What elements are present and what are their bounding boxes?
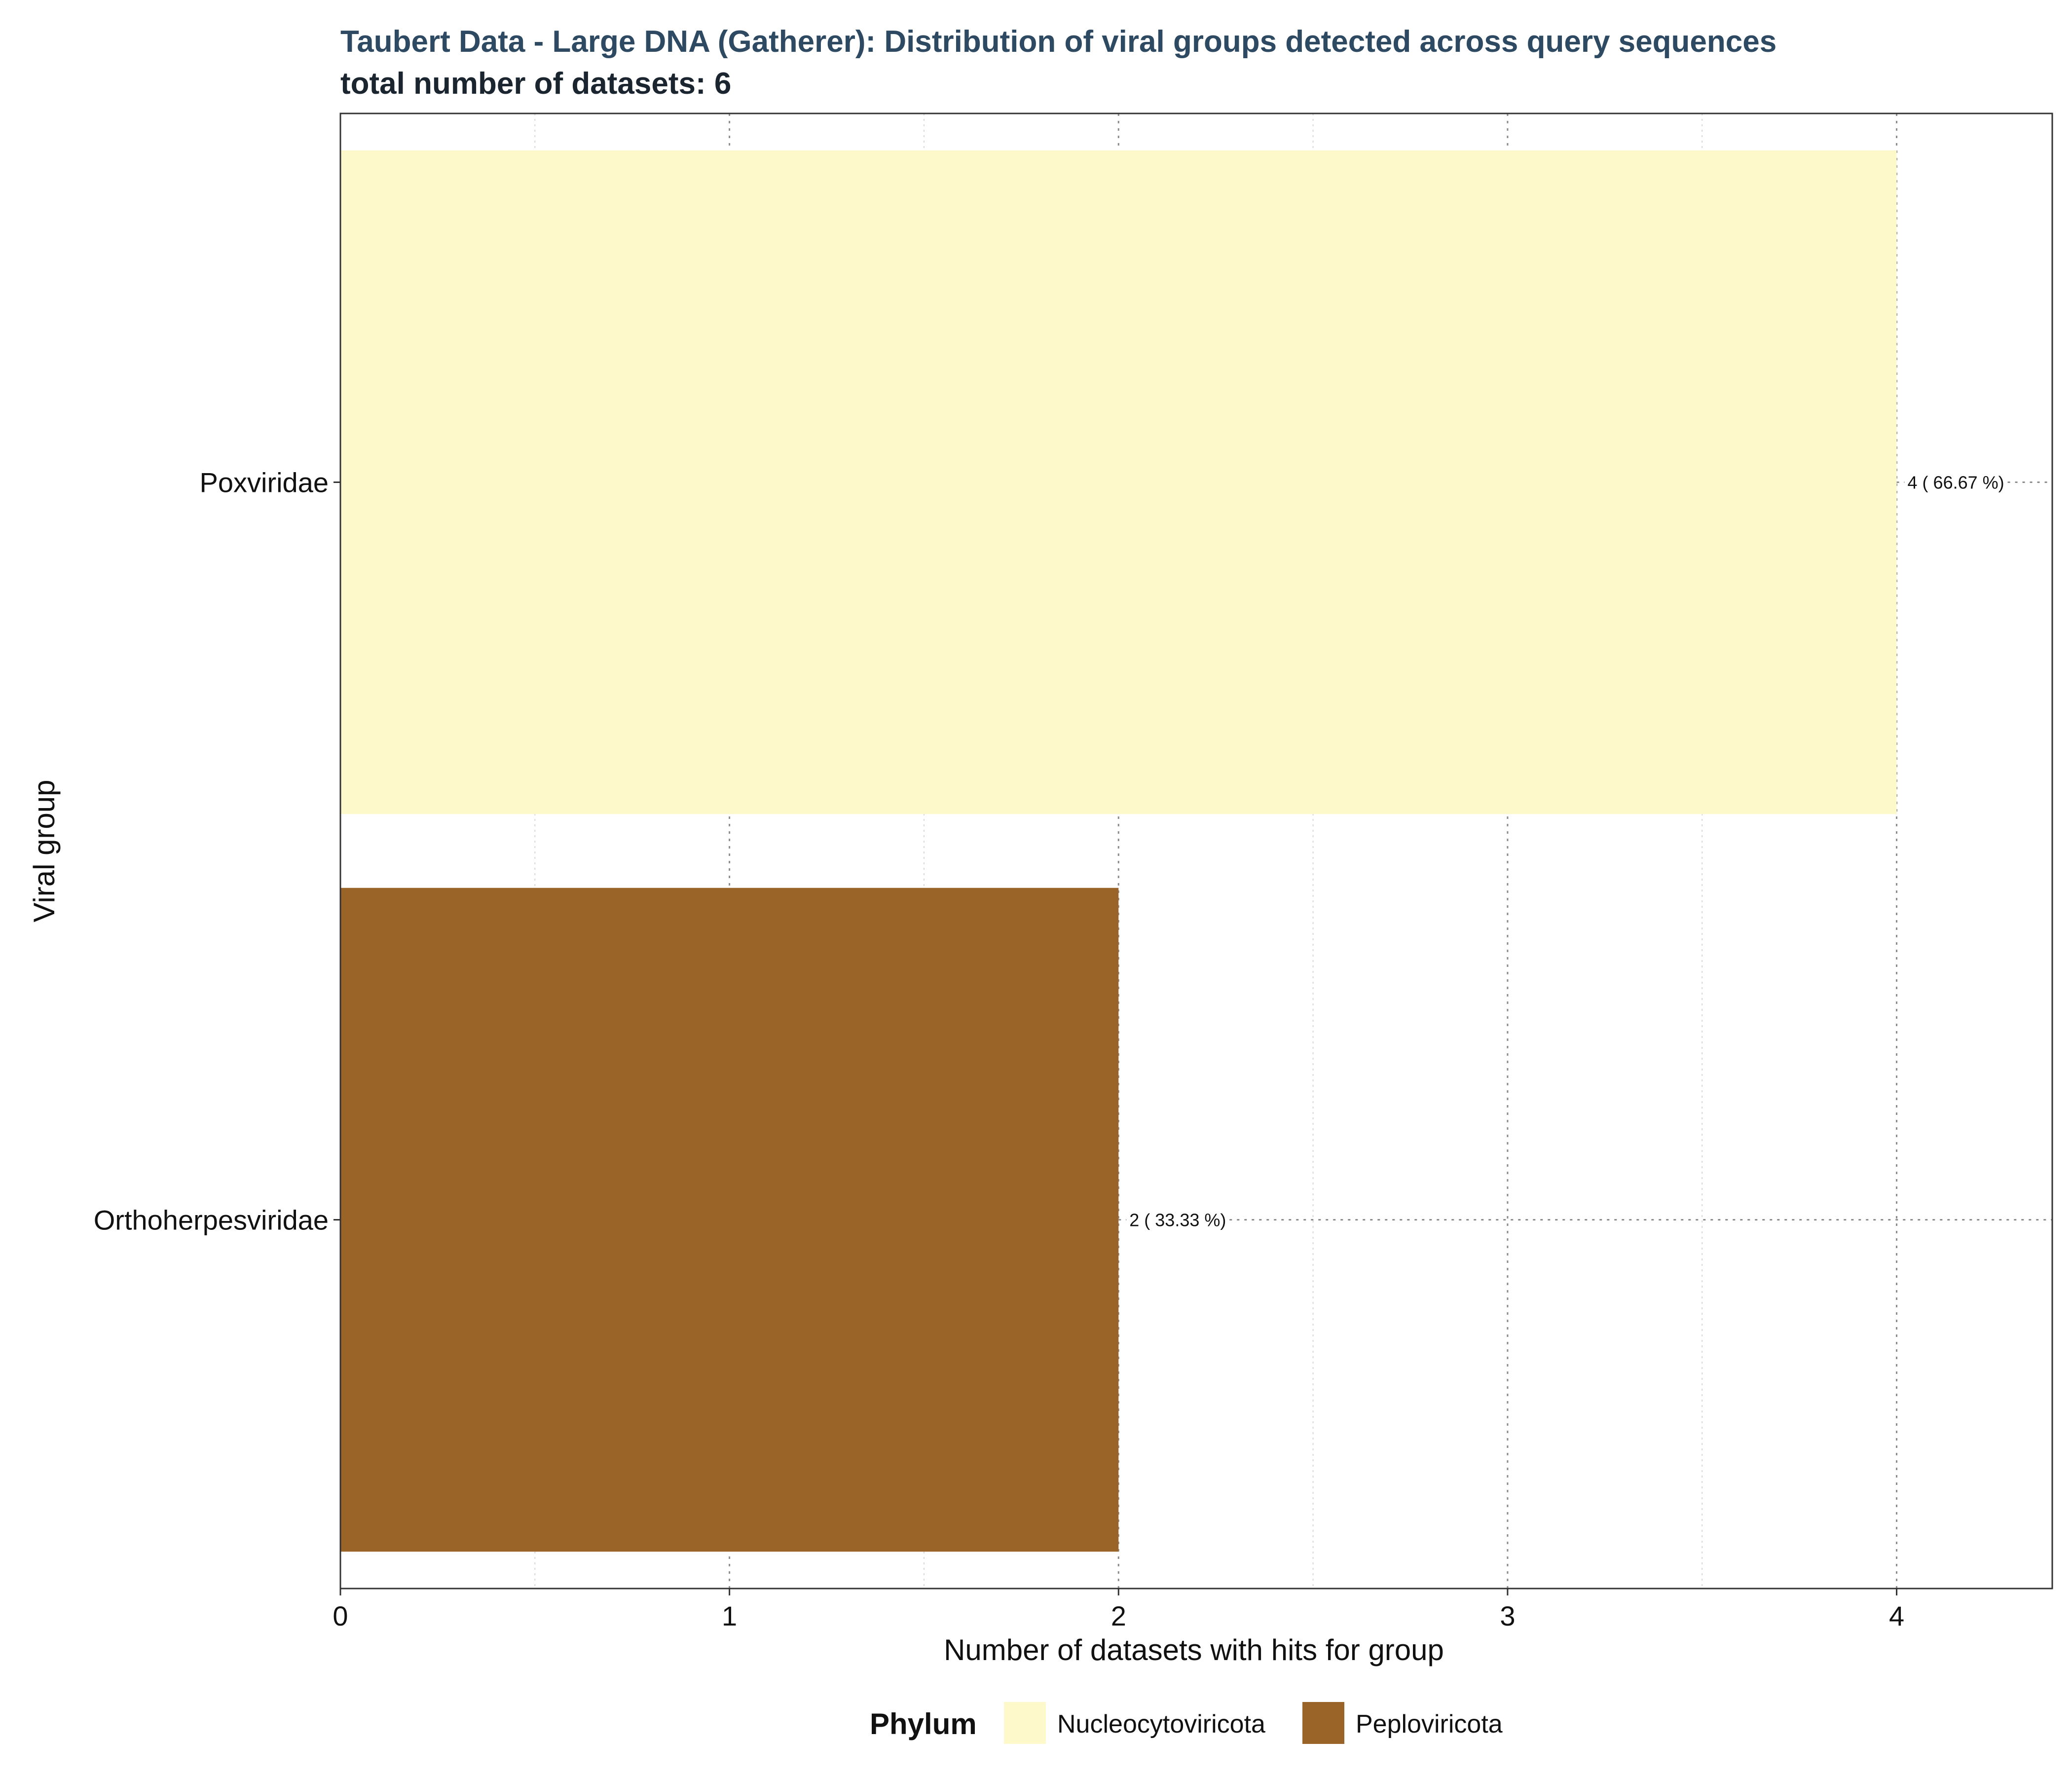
label-guides [1118,481,2052,1221]
chart-title: Taubert Data - Large DNA (Gatherer): Dis… [340,25,1776,59]
legend-key-peploviricota [1302,1702,1344,1744]
y-tick-label: Orthoherpesviridae [94,1205,329,1236]
x-tick-label: 4 [1889,1600,1904,1631]
plot-panel-border [339,112,2053,1590]
legend-title: Phylum [870,1707,977,1740]
data-label-background [1126,1209,1229,1231]
x-tick-label: 1 [722,1600,737,1631]
legend-key-nucleocytoviricota [1004,1702,1046,1744]
data-label-poxviridae: 4 ( 66.67 %) [1908,473,2004,493]
bar-orthoherpesviridae [340,888,1119,1552]
y-tick-label: Poxviridae [200,467,329,498]
x-axis-ticks: 0 1 2 3 4 [333,1589,1904,1631]
x-tick-label: 3 [1500,1600,1515,1631]
data-labels: 4 ( 66.67 %) 2 ( 33.33 %) [1126,471,2007,1231]
legend-label-peploviricota: Peploviricota [1356,1710,1503,1739]
data-label-background [1904,471,2007,494]
y-axis-title: Viral group [28,779,61,922]
data-label-orthoherpesviridae: 2 ( 33.33 %) [1129,1210,1226,1230]
x-tick-label: 0 [333,1600,348,1631]
x-axis-title: Number of datasets with hits for group [944,1633,1444,1666]
bar-poxviridae [340,150,1897,814]
legend: Phylum Nucleocytoviricota Peploviricota [870,1702,1503,1744]
chart-subtitle: total number of datasets: 6 [340,67,731,101]
x-tick-label: 2 [1111,1600,1126,1631]
legend-label-nucleocytoviricota: Nucleocytoviricota [1057,1710,1265,1739]
bars [340,150,1897,1552]
y-axis-ticks: Poxviridae Orthoherpesviridae [94,467,340,1236]
